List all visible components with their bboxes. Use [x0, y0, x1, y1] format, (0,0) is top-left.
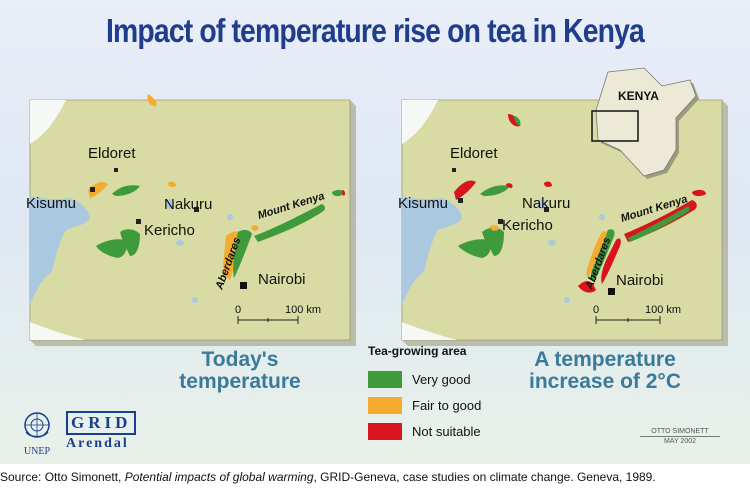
- legend-swatch-very-good: [368, 370, 402, 388]
- label-kericho-right: Kericho: [502, 217, 553, 234]
- legend-label-fair-to-good: Fair to good: [412, 397, 482, 413]
- scale-start-right: 0: [593, 304, 599, 316]
- legend-item-not-suitable: Not suitable: [368, 418, 508, 444]
- unep-logo: UNEP: [18, 410, 56, 457]
- map-today: [29, 94, 357, 347]
- un-emblem-icon: [24, 412, 50, 438]
- credit-name: OTTO SIMONETT: [640, 428, 720, 437]
- arendal-label: Arendal: [66, 436, 129, 451]
- legend-label-not-suitable: Not suitable: [412, 423, 481, 439]
- source-citation: Source: Otto Simonett, Potential impacts…: [0, 466, 750, 489]
- scale-end-right: 100 km: [645, 304, 681, 316]
- source-prefix: Source: Otto Simonett,: [0, 470, 125, 484]
- caption-plus-2c-line1: A temperature: [534, 348, 676, 371]
- inset-focus-box: [591, 110, 639, 142]
- scale-start-left: 0: [235, 304, 241, 316]
- legend-label-very-good: Very good: [412, 371, 471, 387]
- unep-label: UNEP: [23, 446, 51, 457]
- inset-kenya-label: KENYA: [618, 89, 659, 103]
- map-plus-2c: [401, 99, 729, 347]
- legend-title: Tea-growing area: [368, 344, 467, 358]
- caption-plus-2c-line2: increase of 2°C: [529, 370, 681, 393]
- legend: Tea-growing area Very good Fair to good …: [368, 344, 508, 444]
- label-kisumu-left: Kisumu: [26, 195, 76, 212]
- grid-arendal-logo: GRID Arendal: [66, 411, 137, 452]
- scale-end-left: 100 km: [285, 304, 321, 316]
- page-title: Impact of temperature rise on tea in Ken…: [106, 12, 645, 49]
- label-kisumu-right: Kisumu: [398, 195, 448, 212]
- caption-plus-2c: A temperature increase of 2°C: [495, 349, 715, 393]
- legend-item-fair-to-good: Fair to good: [368, 392, 508, 418]
- caption-today-line2: temperature: [179, 370, 301, 393]
- label-eldoret-left: Eldoret: [88, 145, 136, 162]
- label-nakuru-right: Nakuru: [522, 195, 570, 212]
- grid-label: GRID: [66, 411, 137, 435]
- label-nakuru-left: Nakuru: [164, 196, 212, 213]
- label-kericho-left: Kericho: [144, 222, 195, 239]
- label-nairobi-left: Nairobi: [258, 271, 306, 288]
- source-suffix: , GRID-Geneva, case studies on climate c…: [313, 470, 656, 484]
- maps-canvas: Eldoret Kisumu Nakuru Kericho Nairobi Ab…: [26, 67, 729, 347]
- source-title: Potential impacts of global warming: [124, 470, 314, 484]
- label-nairobi-right: Nairobi: [616, 272, 664, 289]
- credit-date: MAY 2002: [663, 438, 697, 445]
- caption-today-line1: Today's: [201, 348, 279, 371]
- legend-swatch-fair-to-good: [368, 396, 402, 414]
- legend-item-very-good: Very good: [368, 366, 508, 392]
- caption-today: Today's temperature: [165, 349, 315, 393]
- legend-swatch-not-suitable: [368, 422, 402, 440]
- kenya-inset-map: [591, 67, 699, 179]
- label-eldoret-right: Eldoret: [450, 145, 498, 162]
- author-credit: OTTO SIMONETT MAY 2002: [640, 428, 720, 445]
